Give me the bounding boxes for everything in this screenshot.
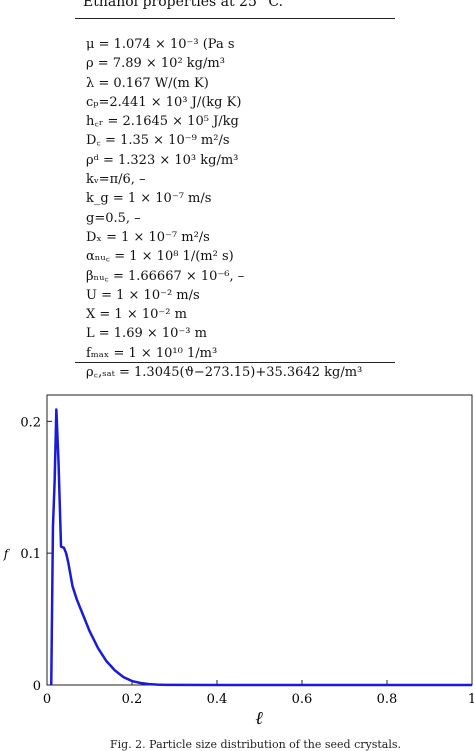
- property-row: αₙᵤ꜀ = 1 × 10⁸ 1/(m² s): [86, 249, 234, 265]
- x-tick-label: 0.4: [207, 692, 228, 707]
- x-axis-ticks: 0 0.2 0.4 0.6 0.8 1: [43, 680, 474, 707]
- property-row: λ = 0.167 W/(m K): [86, 75, 209, 91]
- property-row: g=0.5, –: [86, 210, 141, 226]
- figure-caption: Fig. 2. Particle size distribution of th…: [110, 738, 401, 751]
- x-tick-label: 0: [43, 692, 51, 707]
- property-row: ρ꜀,ₛₐₜ = 1.3045(ϑ−273.15)+35.3642 kg/m³: [86, 365, 363, 381]
- table-top-rule: [75, 18, 395, 19]
- size-distribution-chart: 0 0.2 0.4 0.6 0.8 1 0 0.1 0.2 ℓ f: [3, 394, 474, 729]
- property-row: kᵥ=π/6, –: [86, 172, 146, 188]
- property-row: ρᵈ = 1.323 × 10³ kg/m³: [86, 152, 239, 168]
- property-row: μ = 1.074 × 10⁻³ (Pa s: [86, 37, 235, 52]
- plot-frame: [46, 394, 473, 686]
- y-axis-label: f: [3, 547, 11, 561]
- property-row: cₚ=2.441 × 10³ J/(kg K): [86, 94, 242, 110]
- table-bottom-rule: [75, 362, 395, 363]
- property-row: X = 1 × 10⁻² m: [86, 307, 187, 323]
- y-axis-ticks: 0 0.1 0.2: [20, 415, 52, 694]
- property-row: fₘₐₓ = 1 × 10¹⁰ 1/m³: [86, 345, 218, 361]
- properties-list: μ = 1.074 × 10⁻³ (Pa s ρ = 7.89 × 10² kg/…: [86, 35, 362, 382]
- x-tick-label: 1: [468, 692, 474, 707]
- x-tick-label: 0.6: [292, 692, 313, 707]
- y-tick-label: 0.1: [20, 547, 41, 562]
- x-tick-label: 0.2: [122, 692, 143, 707]
- property-row: ρ = 7.89 × 10² kg/m³: [86, 56, 225, 72]
- property-row: h꜀ᵣ = 2.1645 × 10⁵ J/kg: [86, 114, 239, 130]
- y-tick-label: 0.2: [20, 415, 41, 430]
- table-caption: Ethanol properties at 25 °C.: [83, 0, 283, 10]
- property-row: L = 1.69 × 10⁻³ m: [86, 326, 207, 342]
- property-row: βₙᵤ꜀ = 1.66667 × 10⁻⁶, –: [86, 268, 245, 284]
- property-row: Dₓ = 1 × 10⁻⁷ m²/s: [86, 229, 210, 245]
- x-axis-label: ℓ: [255, 708, 263, 729]
- property-row: U = 1 × 10⁻² m/s: [86, 287, 200, 303]
- x-tick-label: 0.8: [377, 692, 398, 707]
- series-line: [50, 408, 472, 687]
- y-tick-label: 0: [33, 679, 41, 694]
- property-row: k_g = 1 × 10⁻⁷ m/s: [86, 191, 212, 207]
- property-row: D꜀ = 1.35 × 10⁻⁹ m²/s: [86, 133, 230, 149]
